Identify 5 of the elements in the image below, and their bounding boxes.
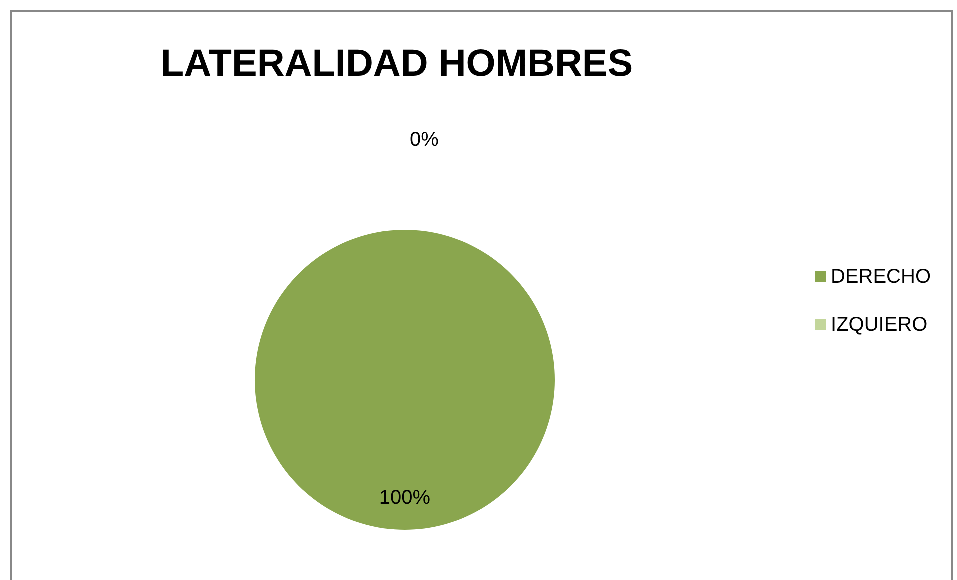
chart-title: LATERALIDAD HOMBRES: [160, 43, 634, 85]
legend-label: DERECHO: [830, 266, 932, 288]
data-label: 100%: [379, 487, 431, 509]
text: 0%: [410, 129, 439, 151]
legend-label: IZQUIERO: [830, 314, 928, 336]
